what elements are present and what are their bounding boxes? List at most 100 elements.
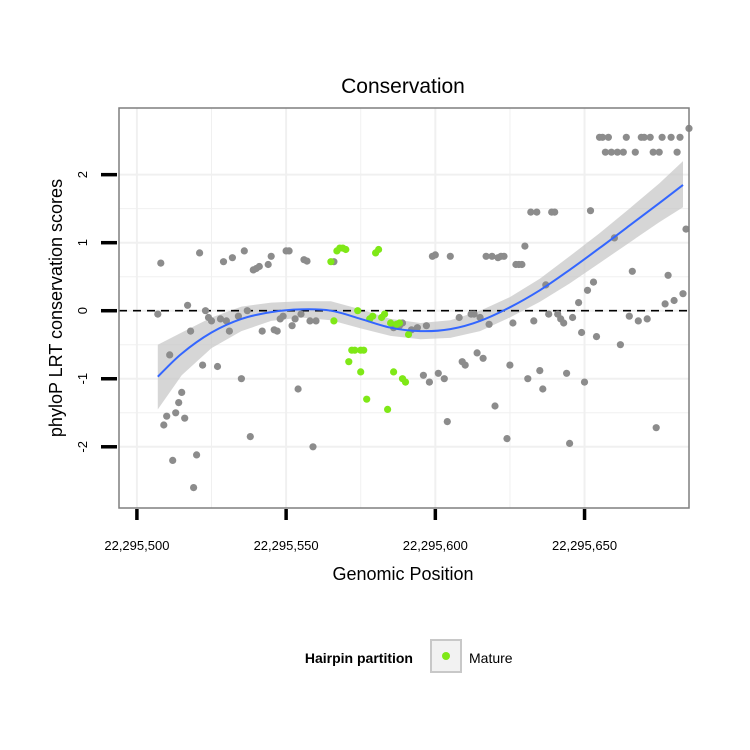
data-point (500, 252, 508, 260)
x-axis: 22,295,500 22,295,550 22,295,600 22,295,650 (104, 509, 617, 553)
data-point (228, 254, 236, 262)
y-tick-label: 0 (75, 307, 90, 314)
data-point (485, 320, 493, 328)
data-point (533, 208, 541, 216)
data-point (312, 317, 320, 325)
data-point (670, 296, 678, 305)
y-tick-label: 2 (75, 171, 90, 178)
data-point (527, 208, 535, 216)
data-point (578, 328, 586, 337)
data-point (196, 249, 204, 257)
fit-curve (157, 184, 684, 378)
data-point (503, 435, 511, 443)
data-point (631, 148, 639, 156)
data-point-mature (363, 395, 371, 403)
data-point (664, 271, 672, 279)
data-point (294, 385, 302, 393)
data-point (219, 258, 228, 266)
data-point (479, 354, 487, 362)
data-point (213, 362, 222, 371)
data-point (443, 418, 451, 426)
x-axis-label: Genomic Position (332, 564, 473, 584)
data-point (172, 409, 180, 417)
data-point (184, 301, 192, 309)
x-tick-label: 22,295,500 (104, 538, 169, 553)
data-point-mature (360, 346, 368, 354)
data-point (455, 313, 463, 322)
data-point (288, 322, 296, 330)
data-point (273, 327, 281, 335)
data-point (237, 375, 245, 383)
data-point (207, 317, 216, 325)
data-point (285, 247, 293, 255)
data-point (536, 367, 544, 375)
data-point (619, 148, 627, 156)
data-point (199, 361, 207, 369)
data-point-mature (390, 368, 398, 376)
data-point (431, 251, 439, 259)
data-point (613, 148, 622, 156)
data-point-mature (404, 330, 413, 339)
data-point (673, 148, 681, 156)
data-point-mature (384, 405, 392, 413)
data-point (216, 315, 225, 323)
y-axis-label: phyloP LRT conservation scores (46, 179, 66, 437)
y-tick-label: -1 (75, 373, 90, 385)
data-point (258, 327, 266, 335)
data-point (566, 439, 574, 447)
legend: Hairpin partition Mature (305, 639, 513, 673)
data-point (583, 286, 592, 294)
data-point-mature (342, 245, 350, 254)
data-point (473, 349, 481, 357)
data-point (240, 247, 248, 255)
data-point (634, 317, 642, 325)
data-point (604, 133, 613, 141)
data-point (243, 307, 251, 315)
data-point (551, 208, 559, 216)
legend-mature-marker (442, 652, 450, 660)
data-point (461, 361, 469, 369)
data-point-mature (357, 368, 365, 376)
data-point (181, 414, 189, 422)
data-point-mature (369, 312, 377, 320)
data-point (649, 148, 657, 156)
data-point-mature (345, 358, 353, 366)
data-point (234, 312, 242, 320)
data-point (518, 260, 526, 269)
data-point (539, 385, 547, 393)
data-point (160, 421, 168, 429)
data-point (625, 312, 633, 320)
data-point (628, 267, 636, 275)
data-point-mature (395, 319, 404, 327)
data-point (446, 252, 454, 260)
data-point (580, 378, 589, 386)
data-point (175, 399, 183, 407)
data-point (222, 317, 230, 325)
data-point (676, 133, 684, 141)
data-point (470, 310, 478, 318)
data-point (667, 133, 675, 141)
data-point (622, 133, 630, 141)
smooth-fit-line (157, 184, 684, 378)
data-point (661, 300, 669, 308)
data-point (246, 433, 254, 441)
legend-title: Hairpin partition (305, 650, 413, 666)
x-tick-label: 22,295,650 (552, 538, 617, 553)
data-point-mature (381, 310, 389, 318)
data-point (193, 451, 201, 459)
x-tick-label: 22,295,550 (254, 538, 319, 553)
data-point (682, 225, 690, 233)
legend-entry-label: Mature (469, 650, 513, 666)
data-point (509, 319, 517, 327)
data-point (646, 133, 654, 141)
data-point (166, 351, 174, 359)
data-point (482, 252, 490, 260)
data-point (575, 299, 583, 307)
data-point (419, 371, 427, 379)
data-point (488, 252, 496, 260)
data-point (560, 319, 568, 327)
data-point-mature (330, 317, 338, 325)
data-point-mature (351, 346, 359, 354)
data-point (425, 378, 433, 386)
data-point (178, 388, 186, 396)
